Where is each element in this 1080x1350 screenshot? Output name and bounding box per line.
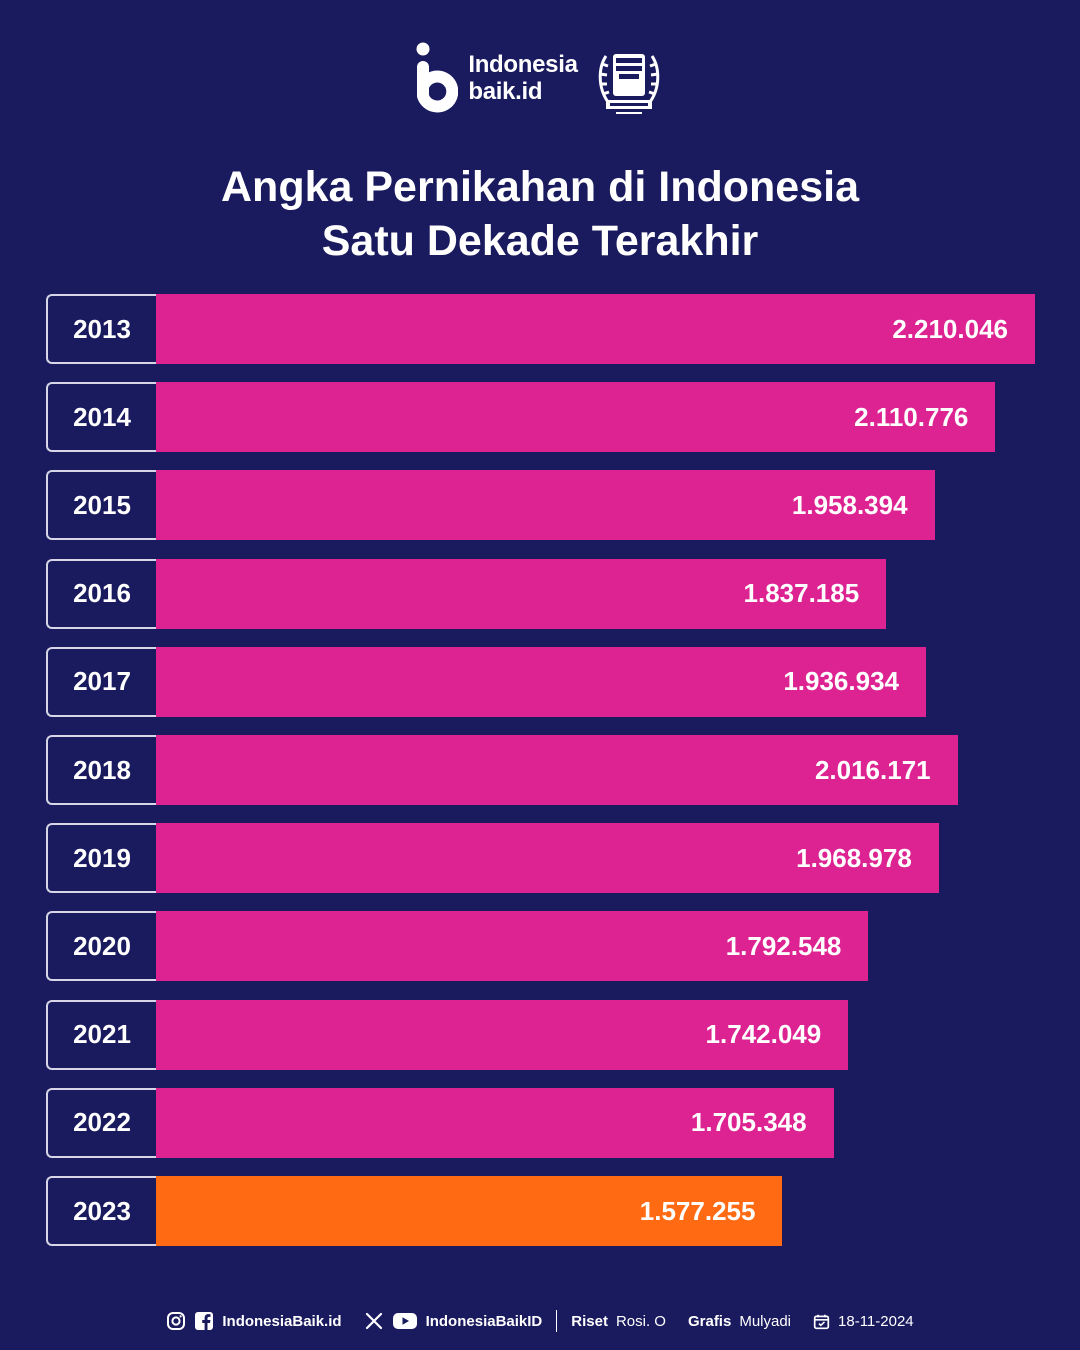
video-handle[interactable]: IndonesiaBaikID: [425, 1312, 543, 1330]
year-label-2021: 2021: [46, 999, 156, 1070]
bar-2017: [153, 646, 926, 717]
footer-divider: [556, 1310, 558, 1332]
calendar-icon: [813, 1314, 830, 1329]
header: Indonesia baik.id: [0, 36, 1080, 120]
bar-2019: [153, 823, 939, 894]
indonesiabaik-logo-icon: [416, 42, 459, 113]
facebook-icon[interactable]: [194, 1311, 214, 1331]
youtube-icon[interactable]: [392, 1311, 418, 1331]
year-label-2014: 2014: [46, 382, 156, 453]
year-label-2023: 2023: [46, 1176, 156, 1246]
footer: IndonesiaBaik.id IndonesiaBaikID Riset R…: [0, 1306, 1080, 1336]
year-label-2018: 2018: [46, 735, 156, 805]
indonesiabaik-logo[interactable]: Indonesia baik.id: [414, 41, 578, 115]
wsis-award-badge-icon: [598, 54, 659, 114]
riset-name: Rosi. O: [615, 1312, 666, 1330]
instagram-icon[interactable]: [166, 1311, 186, 1331]
value-label-2015: 1.958.394: [791, 489, 908, 520]
value-label-2019: 1.968.978: [796, 842, 912, 873]
value-label-2013: 2.210.046: [892, 313, 1008, 344]
publish-date: 18-11-2024: [838, 1312, 914, 1330]
value-label-2023: 1.577.255: [639, 1195, 756, 1226]
bar-2023: [153, 1176, 783, 1246]
year-label-2015: 2015: [46, 470, 156, 541]
grafis-name: Mulyadi: [739, 1312, 792, 1330]
year-label-2016: 2016: [46, 558, 156, 629]
logo-line-2: baik.id: [468, 78, 543, 105]
value-label-2014: 2.110.776: [854, 401, 969, 432]
logo-line-1: Indonesia: [468, 51, 578, 78]
value-label-2020: 1.792.548: [725, 930, 842, 961]
page-title: Angka Pernikahan di Indonesia Satu Dekad…: [0, 160, 1080, 268]
value-label-2017: 1.936.934: [783, 666, 899, 697]
bar-2018: [153, 735, 958, 805]
value-label-2016: 1.837.185: [743, 578, 860, 609]
grafis-label: Grafis: [687, 1312, 732, 1330]
bar-2015: [153, 470, 935, 541]
social-handle[interactable]: IndonesiaBaik.id: [222, 1312, 342, 1330]
bar-2014: [153, 382, 996, 453]
title-line-2: Satu Dekade Terakhir: [321, 217, 759, 265]
bar-2022: [153, 1087, 834, 1158]
bar-2013: [153, 294, 1035, 364]
value-label-2022: 1.705.348: [690, 1107, 807, 1138]
bar-2016: [153, 558, 887, 629]
year-label-2013: 2013: [46, 294, 156, 364]
title-line-1: Angka Pernikahan di Indonesia: [221, 163, 859, 211]
year-label-2019: 2019: [46, 823, 156, 894]
bar-2021: [153, 999, 849, 1070]
x-icon[interactable]: [364, 1311, 384, 1331]
riset-label: Riset: [571, 1312, 608, 1330]
year-label-2020: 2020: [46, 911, 156, 982]
logo-wordmark: Indonesia baik.id: [468, 51, 578, 105]
bar-2020: [153, 911, 869, 982]
year-label-2017: 2017: [46, 646, 156, 717]
value-label-2018: 2.016.171: [814, 754, 931, 785]
year-label-2022: 2022: [46, 1087, 156, 1158]
value-label-2021: 1.742.049: [705, 1019, 822, 1050]
